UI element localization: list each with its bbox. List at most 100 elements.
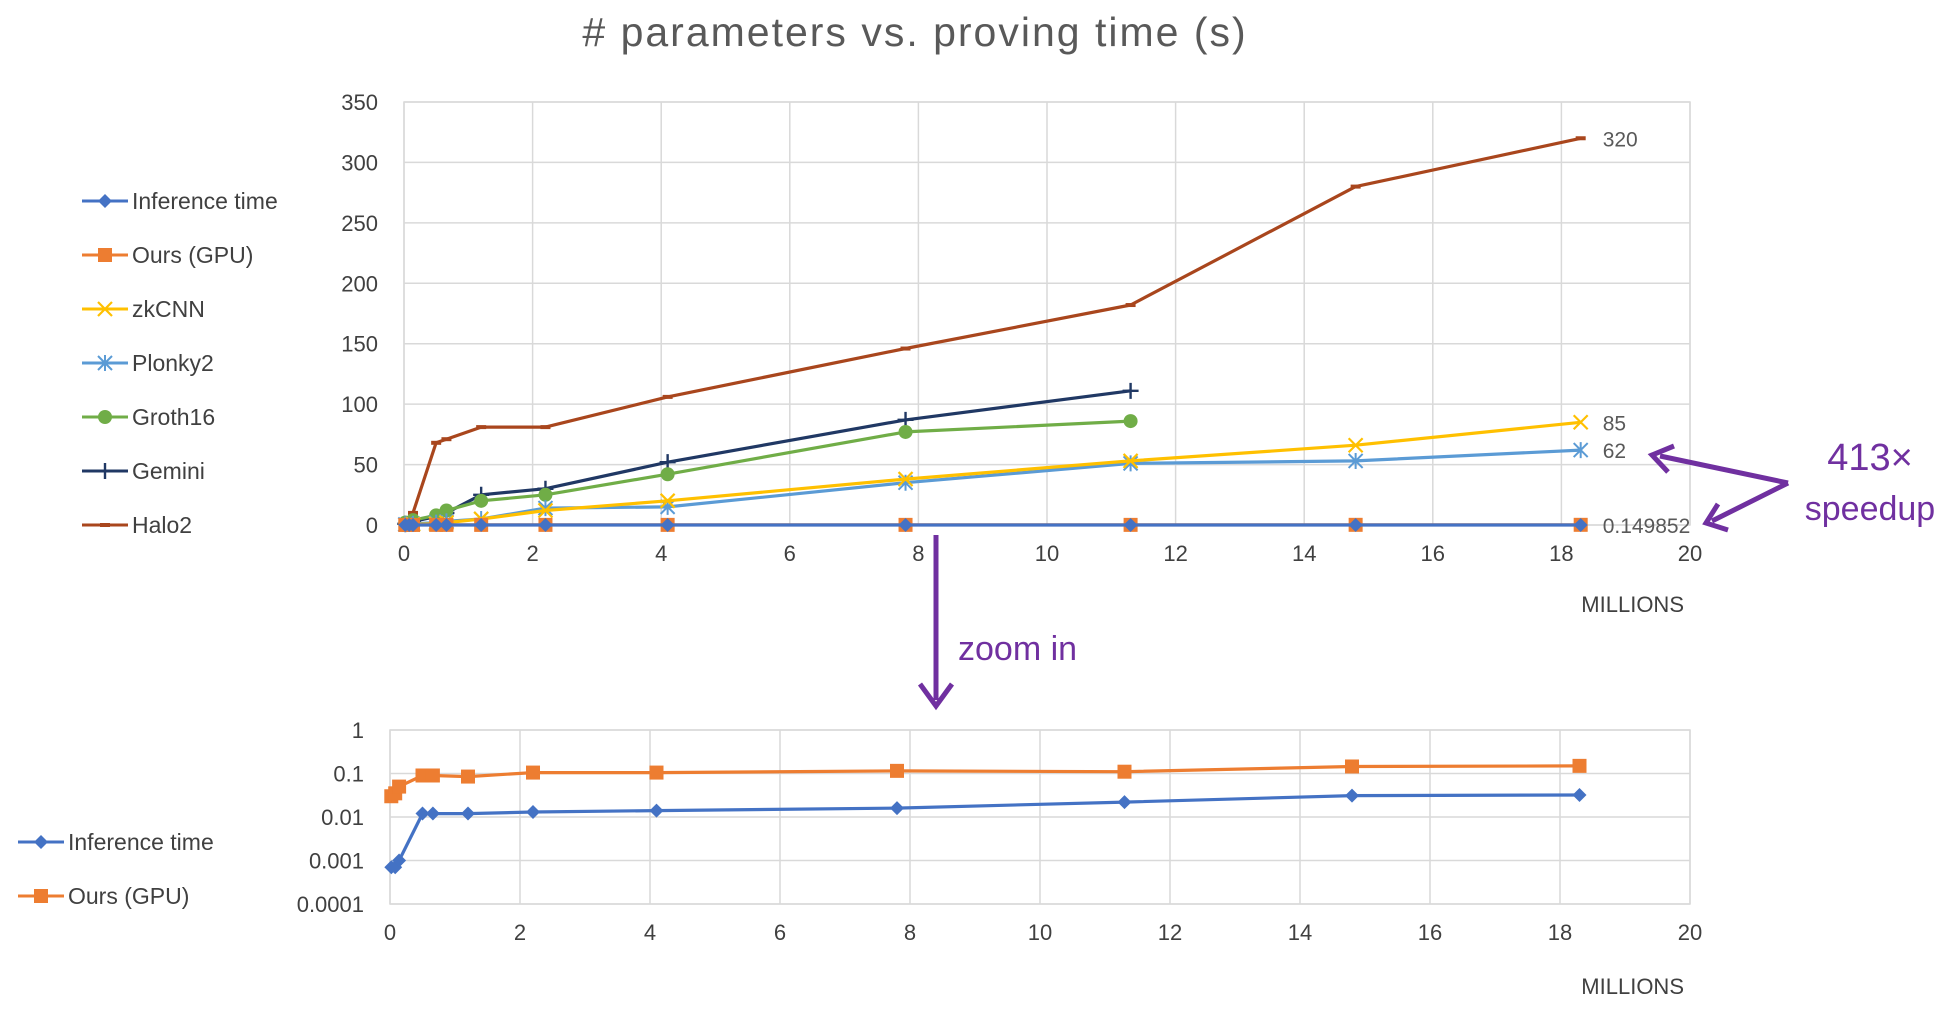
legend-label: Inference time <box>132 188 278 214</box>
legend-label: Ours (GPU) <box>132 242 253 268</box>
series-inference-time <box>398 518 1587 532</box>
series-inference-time <box>384 788 1586 874</box>
legend-label: zkCNN <box>132 296 205 322</box>
legend-label: Groth16 <box>132 404 215 430</box>
legend-entry-inference-time: Inference time <box>18 829 214 855</box>
data-label-ours-gpu: 0.149852 <box>1603 515 1691 538</box>
series-line-ours-gpu <box>391 766 1579 796</box>
speedup-arrow-upper <box>1660 456 1788 483</box>
data-point-gemini <box>1123 383 1139 399</box>
data-point-inference-time <box>1118 795 1132 809</box>
zoom-in-label: zoom in <box>958 630 1077 668</box>
y-tick-label: 300 <box>341 150 378 175</box>
data-point-ours-gpu <box>1345 759 1359 773</box>
x-tick-label: 8 <box>912 541 924 566</box>
bottom-gridlines <box>390 730 1690 904</box>
bottom-legend: Inference time Ours (GPU) <box>18 829 214 909</box>
x-tick-label: 20 <box>1678 920 1702 945</box>
x-tick-label: 16 <box>1418 920 1442 945</box>
x-tick-label: 4 <box>655 541 667 566</box>
x-unit-label: MILLIONS <box>1581 592 1684 617</box>
legend-marker <box>34 835 48 849</box>
data-point-ours-gpu <box>392 780 406 794</box>
x-unit-label: MILLIONS <box>1581 974 1684 999</box>
data-point-halo2 <box>476 425 486 429</box>
speedup-arrow-lower <box>1712 483 1788 521</box>
data-label-plonky2: 62 <box>1603 440 1626 463</box>
data-point-ours-gpu <box>1573 759 1587 773</box>
legend-marker <box>98 248 112 262</box>
legend-label: Halo2 <box>132 512 192 538</box>
legend-label: Ours (GPU) <box>68 883 189 909</box>
legend-label: Gemini <box>132 458 205 484</box>
series-plonky2 <box>398 442 1587 532</box>
data-label-halo2: 320 <box>1603 128 1638 151</box>
y-tick-label: 0.0001 <box>297 892 364 917</box>
data-point-groth16 <box>538 488 552 502</box>
data-point-ours-gpu <box>890 764 904 778</box>
x-tick-label: 18 <box>1548 920 1572 945</box>
x-tick-label: 0 <box>398 541 410 566</box>
speedup-label: speedup <box>1805 490 1935 528</box>
data-point-halo2 <box>1126 303 1136 307</box>
y-tick-label: 250 <box>341 211 378 236</box>
legend-entry-groth16: Groth16 <box>82 404 215 430</box>
data-point-groth16 <box>1124 414 1138 428</box>
legend-marker <box>98 410 112 424</box>
x-tick-label: 20 <box>1678 541 1702 566</box>
y-tick-label: 200 <box>341 271 378 296</box>
annotations: zoom in 413× speedup <box>920 437 1935 706</box>
x-tick-label: 6 <box>784 541 796 566</box>
data-point-halo2 <box>540 425 550 429</box>
data-point-halo2 <box>431 441 441 445</box>
series-line-inference-time <box>391 795 1579 867</box>
x-tick-label: 16 <box>1421 541 1445 566</box>
y-tick-label: 150 <box>341 332 378 357</box>
x-tick-label: 12 <box>1158 920 1182 945</box>
data-point-inference-time <box>650 804 664 818</box>
chart-title: # parameters vs. proving time (s) <box>582 9 1247 55</box>
legend-entry-halo2: Halo2 <box>82 512 192 538</box>
data-point-ours-gpu <box>526 766 540 780</box>
top-data-labels: 320 85 62 0.149852 <box>1603 128 1691 538</box>
legend-marker <box>98 194 112 208</box>
y-tick-label: 0.1 <box>333 762 364 787</box>
data-point-halo2 <box>901 347 911 351</box>
x-tick-label: 10 <box>1028 920 1052 945</box>
data-point-inference-time <box>1573 788 1587 802</box>
data-point-ours-gpu <box>426 768 440 782</box>
speedup-value: 413× <box>1827 437 1913 479</box>
y-tick-label: 100 <box>341 392 378 417</box>
legend-label: Plonky2 <box>132 350 214 376</box>
y-tick-label: 0.001 <box>309 849 364 874</box>
y-tick-label: 0 <box>366 513 378 538</box>
y-tick-label: 0.01 <box>321 805 364 830</box>
data-point-inference-time <box>426 807 440 821</box>
legend-marker <box>100 523 110 527</box>
x-tick-label: 2 <box>514 920 526 945</box>
top-gridlines <box>404 102 1690 525</box>
data-point-groth16 <box>899 425 913 439</box>
data-point-ours-gpu <box>461 770 475 784</box>
top-series <box>397 136 1587 532</box>
legend-entry-ours-gpu: Ours (GPU) <box>18 883 189 909</box>
top-legend: Inference time Ours (GPU) zkCNN Plonky2 Grot… <box>82 188 278 538</box>
x-tick-label: 10 <box>1035 541 1059 566</box>
data-point-ours-gpu <box>1118 765 1132 779</box>
data-point-inference-time <box>890 801 904 815</box>
legend-label: Inference time <box>68 829 214 855</box>
data-point-groth16 <box>661 467 675 481</box>
data-label-zkcnn: 85 <box>1603 412 1626 435</box>
x-tick-label: 0 <box>384 920 396 945</box>
x-tick-label: 14 <box>1288 920 1312 945</box>
data-point-groth16 <box>474 494 488 508</box>
x-tick-label: 8 <box>904 920 916 945</box>
legend-marker <box>34 889 48 903</box>
x-tick-label: 18 <box>1549 541 1573 566</box>
legend-entry-ours-gpu: Ours (GPU) <box>82 242 253 268</box>
data-point-halo2 <box>663 395 673 399</box>
data-point-inference-time <box>461 807 475 821</box>
y-tick-label: 1 <box>352 718 364 743</box>
x-tick-label: 14 <box>1292 541 1316 566</box>
